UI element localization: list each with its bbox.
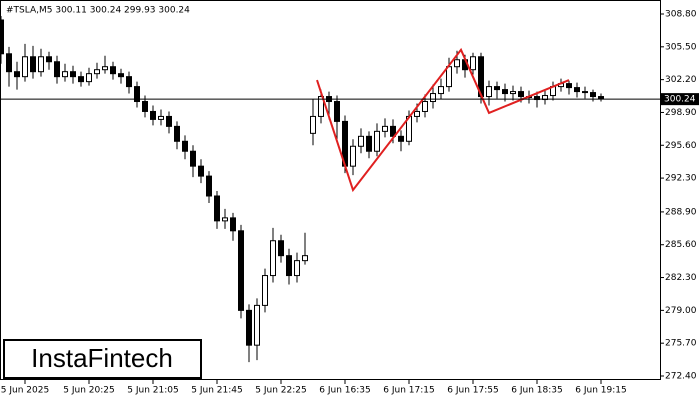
candle-body	[70, 71, 76, 78]
candle-body	[334, 101, 340, 122]
candle-body	[246, 309, 252, 346]
candle-body	[350, 145, 356, 167]
candle-body	[238, 230, 244, 311]
candle-body	[358, 135, 364, 147]
candle-body	[166, 115, 172, 127]
candle-body	[182, 140, 188, 152]
candle-body	[470, 56, 476, 71]
candle-body	[222, 217, 228, 222]
candle-body	[14, 71, 20, 78]
candle-body	[574, 87, 580, 93]
candle-body	[262, 275, 268, 306]
candle-body	[270, 240, 276, 277]
x-tick-label: 5 Jun 21:05	[127, 386, 178, 396]
candle-body	[438, 86, 444, 95]
x-tick-label: 6 Jun 18:35	[511, 386, 562, 396]
candle-body	[214, 195, 220, 222]
candle-body	[510, 91, 516, 95]
candle-body	[126, 76, 132, 88]
candle-body	[366, 135, 372, 152]
candle-body	[390, 125, 396, 137]
candle-body	[78, 76, 84, 83]
candle-body	[318, 96, 324, 117]
candle-body	[310, 115, 316, 134]
candle-body	[502, 89, 508, 95]
candle-body	[198, 165, 204, 177]
x-tick-label: 5 Jun 22:25	[255, 386, 306, 396]
candle-body	[134, 86, 140, 103]
candle-body	[206, 175, 212, 197]
candle-body	[254, 304, 260, 346]
logo-box	[3, 339, 202, 379]
y-tick-label: 302.20	[665, 75, 697, 85]
candle-body	[174, 125, 180, 142]
candle-body	[598, 96, 604, 100]
candle-body	[6, 53, 12, 73]
candle-body	[486, 86, 492, 98]
y-tick-label: 295.60	[665, 141, 697, 151]
x-tick-label: 6 Jun 17:55	[447, 386, 498, 396]
y-tick-label: 279.00	[665, 306, 697, 316]
candle-body	[454, 59, 460, 68]
candle-body	[158, 115, 164, 120]
candle-body	[230, 217, 236, 232]
candle-body	[294, 260, 300, 277]
candle-body	[102, 66, 108, 71]
candle-body	[494, 86, 500, 91]
candle-body	[446, 66, 452, 88]
y-tick-label: 288.90	[665, 207, 697, 217]
last-price-label: 300.24	[664, 95, 696, 105]
y-tick-label: 275.70	[665, 339, 697, 349]
candle-body	[94, 69, 100, 75]
x-tick-label: 5 Jun 21:45	[191, 386, 242, 396]
x-tick-label: 5 Jun 20:25	[63, 386, 114, 396]
pattern-line	[316, 47, 570, 193]
x-tick-label: 6 Jun 17:15	[383, 386, 434, 396]
y-tick-label: 298.90	[665, 108, 697, 118]
candle-body	[54, 61, 60, 78]
candle-body	[398, 135, 404, 142]
x-tick-label: 6 Jun 19:15	[575, 386, 626, 396]
candle-body	[430, 93, 436, 103]
candle-body	[142, 101, 148, 112]
y-tick-label: 305.50	[665, 42, 697, 52]
y-tick-label: 282.30	[665, 273, 697, 283]
candle-body	[582, 91, 588, 94]
y-tick-label: 272.40	[665, 372, 697, 382]
candle-body	[518, 91, 524, 98]
candle-body	[286, 255, 292, 277]
candle-body	[302, 255, 308, 262]
candle-body	[30, 56, 36, 73]
candle-body	[150, 110, 156, 120]
plot-frame	[0, 0, 661, 380]
candle-body	[590, 92, 596, 98]
x-tick-label: 6 Jun 16:35	[319, 386, 370, 396]
candle-body	[62, 71, 68, 78]
x-tick-label: 5 Jun 2025	[1, 386, 49, 396]
candle-body	[0, 19, 4, 55]
candle-body	[38, 56, 44, 73]
candle-body	[118, 73, 124, 78]
candle-body	[190, 150, 196, 167]
candle-body	[374, 130, 380, 152]
candle-body	[110, 66, 116, 75]
last-price-box	[661, 93, 699, 106]
candle-body	[566, 83, 572, 89]
y-tick-label: 292.30	[665, 174, 697, 184]
candle-body	[422, 101, 428, 112]
candle-body	[46, 56, 52, 63]
y-tick-label: 285.60	[665, 240, 697, 250]
logo: InstaFintech	[31, 343, 173, 373]
y-tick-label: 308.80	[665, 10, 697, 20]
chart-header: #TSLA,M5 300.11 300.24 299.93 300.24	[6, 6, 190, 16]
candle-body	[86, 73, 92, 83]
candle-body	[414, 110, 420, 117]
candle-body	[22, 56, 28, 78]
candle-body	[382, 125, 388, 132]
candle-body	[278, 240, 284, 257]
